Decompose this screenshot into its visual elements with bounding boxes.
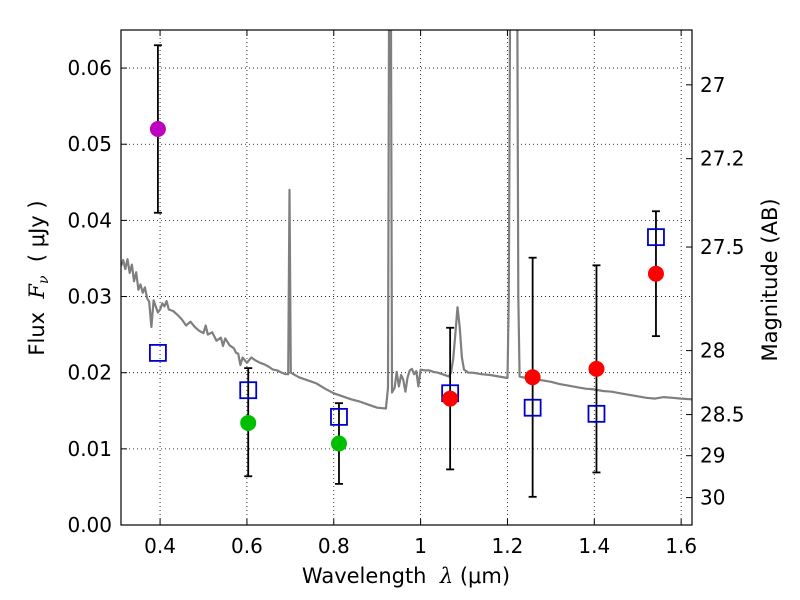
observed-point [588,360,605,377]
x-tick-label: 1.2 [492,534,524,558]
x-tick-label: 1.6 [665,534,697,558]
x-axis-title: Wavelength λ (μm) [302,564,510,588]
right-tick-label: 27.5 [700,235,745,259]
x-tick-label: 0.6 [231,534,263,558]
y-tick-label: 0.00 [67,513,112,537]
y-tick-label: 0.04 [67,208,112,232]
observed-point [524,369,541,386]
model-point [647,228,665,247]
observed-point [240,414,257,431]
model-photometry-points [149,228,665,426]
x-tick-label: 1.4 [578,534,610,558]
right-tick-label: 27.2 [700,147,745,171]
y-tick-label: 0.02 [67,361,112,385]
observed-point [330,435,347,452]
model-point [239,381,258,400]
observed-point [442,390,459,407]
right-tick-label: 30 [700,486,725,510]
axis-ticks [121,30,692,526]
observed-photometry-points [149,121,664,452]
model-point [149,343,167,362]
observed-point [647,265,664,282]
y-tick-label: 0.05 [67,132,112,156]
x-tick-label: 1 [414,534,427,558]
right-tick-label: 28.5 [700,403,745,427]
right-tick-label: 27 [700,73,725,97]
plot-background [121,30,692,525]
spectrum-layer [121,30,692,410]
model-point [523,398,542,417]
model-spectrum-line [121,30,692,410]
right-tick-label: 28 [700,339,725,363]
plot-frame [120,29,693,526]
y-tick-label: 0.06 [67,56,112,80]
y-tick-label: 0.01 [67,437,112,461]
y-axis-title: Flux Fν ( μJy ) [25,200,52,355]
observed-point [149,121,166,137]
right-axis-title: Magnitude (AB) [758,198,782,361]
model-point [330,407,348,426]
y-tick-label: 0.03 [67,285,112,309]
x-tick-label: 0.8 [318,534,350,558]
axis-tick-labels: 0.4 0.6 0.8 1 1.2 1.4 1.6 0.00 0.01 0.02 0.03 0.04 0… [67,56,744,558]
model-point [587,404,606,423]
right-tick-label: 29 [700,444,725,468]
x-tick-label: 0.4 [144,534,176,558]
